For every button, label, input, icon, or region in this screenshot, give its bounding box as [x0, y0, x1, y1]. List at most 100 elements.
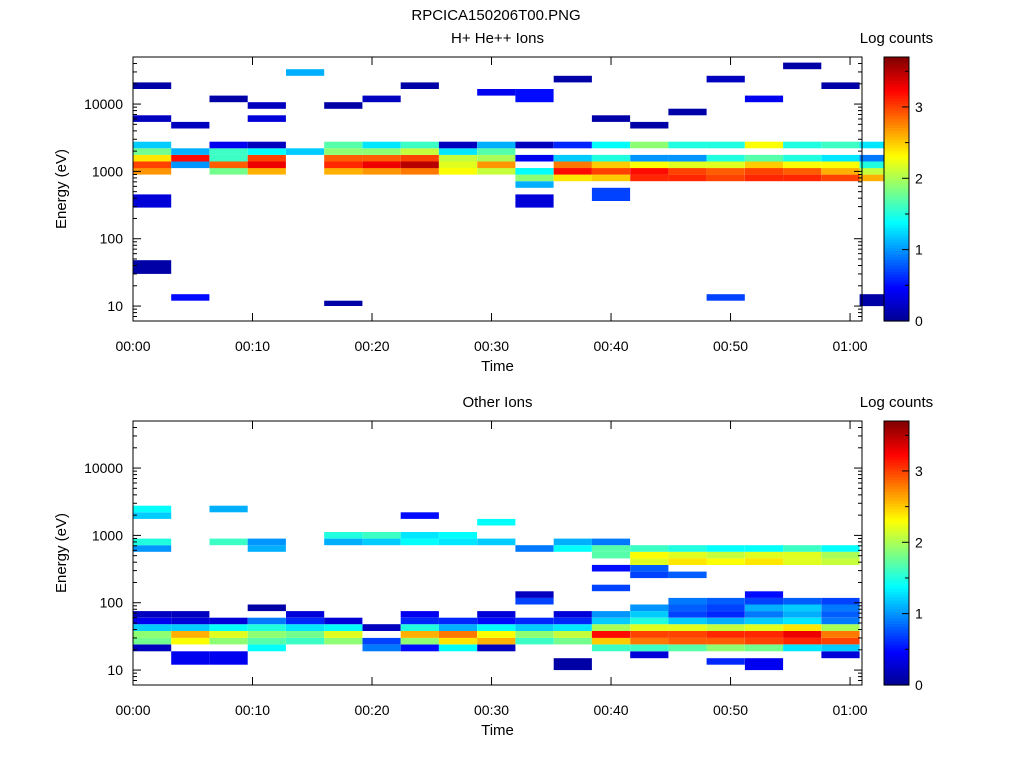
heatmap-cell	[133, 505, 172, 513]
heatmap-cell	[783, 611, 822, 618]
colorbar-segment	[884, 591, 909, 595]
colorbar-segment	[884, 652, 909, 657]
heatmap-cell	[133, 512, 172, 519]
heatmap-cell	[591, 115, 631, 122]
colorbar-segment	[884, 629, 909, 633]
heatmap-cell	[209, 148, 248, 155]
heatmap-cell	[706, 611, 745, 618]
colorbar-segment	[884, 635, 909, 639]
heatmap-cell	[133, 538, 172, 546]
heatmap-cell	[553, 174, 592, 182]
colorbar-segment	[884, 620, 909, 624]
colorbar-segment	[884, 520, 909, 525]
heatmap-cell	[706, 644, 745, 652]
colorbar-segment	[884, 553, 909, 557]
heatmap-cell	[477, 168, 516, 175]
heatmap-cell	[247, 545, 286, 552]
colorbar-segment	[884, 529, 909, 534]
heatmap-cell	[477, 89, 516, 96]
colorbar-segment	[884, 517, 909, 522]
colorbar-segment	[884, 244, 909, 249]
colorbar-segment	[884, 291, 909, 296]
colorbar-segment	[884, 57, 909, 61]
colorbar-segment	[884, 503, 909, 507]
heatmap-cell	[591, 617, 631, 625]
panel-other-ions: 00:00 00:10 00:20 00:30 00:40 00:50 01:0010100…	[53, 394, 933, 739]
heatmap-cell	[821, 637, 860, 645]
heatmap-cell	[477, 154, 516, 162]
colorbar-segment	[884, 550, 909, 554]
heatmap-cell	[553, 637, 592, 645]
heatmap-cell	[438, 141, 478, 149]
heatmap-cell	[744, 617, 784, 625]
colorbar-segment	[884, 136, 909, 140]
colorbar-tick-label: 3	[915, 99, 923, 115]
heatmap-cell	[362, 148, 401, 155]
colorbar-segment	[884, 482, 909, 487]
colorbar-segment	[884, 318, 909, 322]
colorbar-segment	[884, 485, 909, 490]
colorbar-segment	[884, 183, 909, 187]
heatmap-cell	[209, 168, 248, 175]
colorbar-segment	[884, 655, 909, 660]
colorbar-segment	[884, 456, 909, 460]
heatmap-cell	[171, 624, 210, 631]
heatmap-cell	[591, 168, 631, 175]
colorbar-tick-label: 3	[915, 463, 923, 479]
heatmap-cell	[630, 617, 669, 625]
heatmap-cell	[668, 108, 707, 116]
heatmap-cell	[591, 611, 631, 618]
colorbar-segment	[884, 617, 909, 622]
heatmap-cell	[133, 611, 172, 618]
heatmap-cell	[247, 154, 286, 162]
colorbar-segment	[884, 288, 909, 293]
heatmap-cell	[706, 75, 745, 83]
colorbar-segment	[884, 59, 909, 64]
heatmap-cell	[591, 161, 631, 169]
colorbar-segment	[884, 547, 909, 551]
panel-title: H+ He++ Ions	[451, 30, 544, 47]
heatmap-cell	[630, 161, 669, 169]
heatmap-cell	[438, 532, 478, 539]
colorbar-segment	[884, 614, 909, 619]
heatmap-cell	[553, 545, 592, 552]
colorbar-segment	[884, 282, 909, 287]
colorbar-segment	[884, 561, 909, 566]
y-tick-label: 100	[100, 595, 124, 611]
heatmap-cell	[400, 532, 439, 539]
colorbar-segment	[884, 218, 909, 222]
colorbar-segment	[884, 309, 909, 313]
panel-h-he-ions: 00:00 00:10 00:20 00:30 00:40 00:50 01:0010100…	[53, 30, 933, 375]
colorbar-segment	[884, 423, 909, 428]
heatmap-cell	[247, 631, 286, 638]
heatmap-cell	[477, 631, 516, 638]
x-tick-label: 00:10	[235, 338, 270, 354]
colorbar-segment	[884, 265, 909, 269]
heatmap-cell	[400, 161, 439, 169]
heatmap-cell	[133, 168, 172, 175]
colorbar-segment	[884, 432, 909, 437]
colorbar-segment	[884, 65, 909, 70]
heatmap-cell	[515, 591, 554, 598]
heatmap-cell	[744, 161, 784, 169]
heatmap-cell	[821, 558, 860, 565]
y-tick-label: 1000	[92, 163, 123, 179]
heatmap-cell	[859, 294, 898, 307]
colorbar-segment	[884, 174, 909, 178]
heatmap-cell	[591, 174, 631, 182]
heatmap-cell	[515, 154, 554, 162]
heatmap-cell	[515, 89, 554, 103]
heatmap-cell	[630, 141, 669, 149]
colorbar-segment	[884, 661, 909, 666]
heatmap-cell	[783, 168, 822, 175]
x-axis-label: Time	[481, 722, 514, 739]
heatmap-cell	[324, 148, 363, 155]
heatmap-cell	[630, 121, 669, 129]
heatmap-cell	[668, 154, 707, 162]
heatmap-cell	[477, 518, 516, 526]
heatmap-cell	[553, 168, 592, 175]
colorbar-frame	[883, 56, 910, 322]
colorbar-segment	[884, 139, 909, 143]
heatmap-cell	[247, 168, 286, 175]
